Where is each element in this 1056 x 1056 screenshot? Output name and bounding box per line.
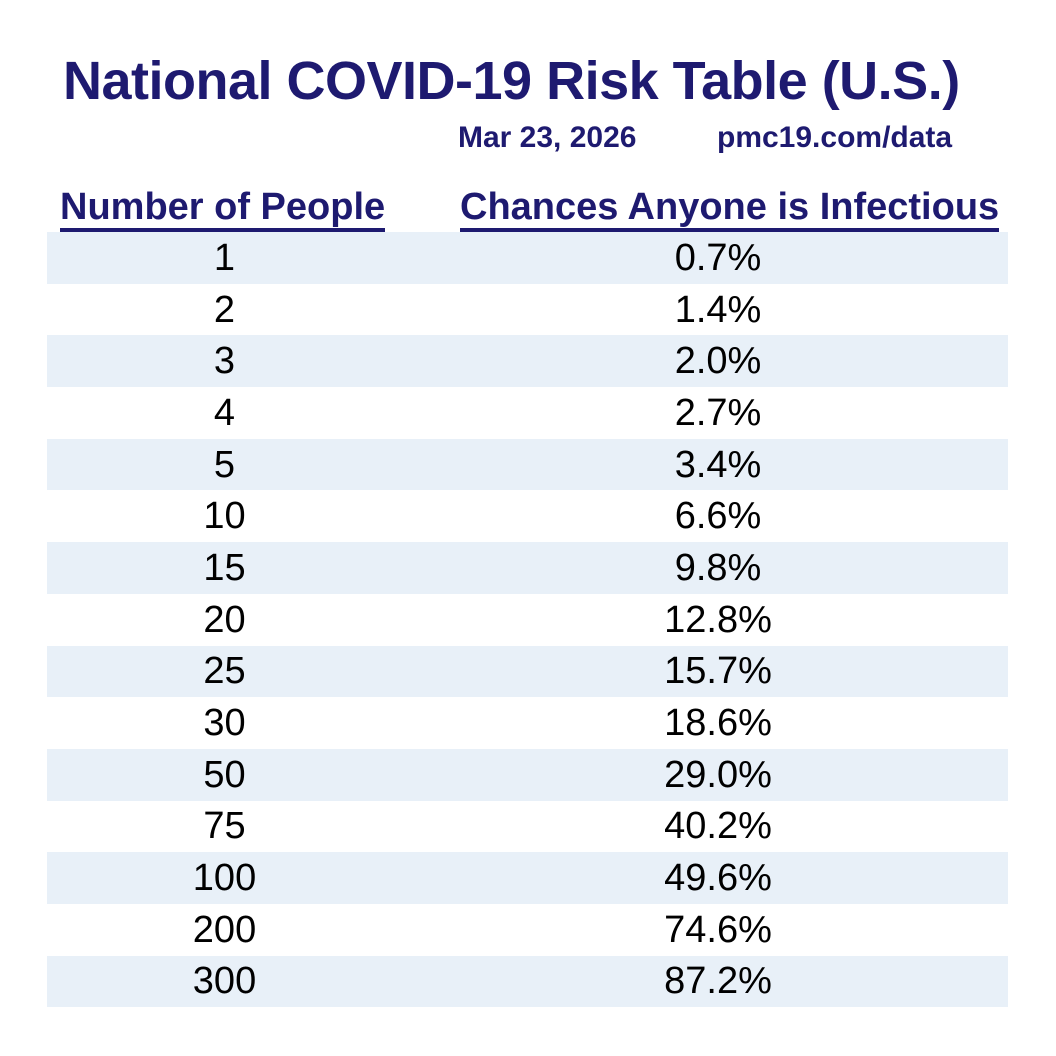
table-row: 10 6.6% [47,490,1008,543]
infection-chance-cell: 2.7% [674,391,762,434]
infection-chance-cell: 1.4% [674,288,762,331]
table-row: 50 29.0% [47,748,1008,801]
people-count-cell: 15 [203,546,246,589]
infection-chance-cell: 18.6% [664,702,772,745]
table-row: 25 15.7% [47,645,1008,698]
infection-chance-cell: 2.0% [674,340,762,383]
people-count-cell: 5 [213,443,236,486]
infection-chance-cell: 29.0% [664,753,772,796]
people-count-cell: 50 [203,753,246,796]
people-count-cell: 300 [192,960,257,1003]
people-count-cell: 100 [192,857,257,900]
table-row: 4 2.7% [47,387,1008,439]
table-row: 30 18.6% [47,697,1008,749]
infection-chance-cell: 12.8% [664,598,772,641]
people-count-cell: 2 [213,288,236,331]
table-row: 15 9.8% [47,542,1008,594]
column-header-chances-infectious: Chances Anyone is Infectious [460,188,1000,232]
column-header-number-of-people: Number of People [60,188,386,232]
date-label: Mar 23, 2026 [458,121,637,154]
infection-chance-cell: 74.6% [664,908,772,951]
infection-chance-cell: 0.7% [674,236,762,279]
people-count-cell: 75 [203,805,246,848]
people-count-cell: 10 [203,495,246,538]
people-count-cell: 25 [203,650,246,693]
table-row: 2 1.4% [47,283,1008,336]
people-count-cell: 30 [203,702,246,745]
infection-chance-cell: 40.2% [664,805,772,848]
people-count-cell: 4 [213,391,236,434]
table-row: 300 87.2% [47,955,1008,1008]
people-count-cell: 200 [192,908,257,951]
table-row: 1 0.7% [47,232,1008,284]
table-row: 5 3.4% [47,438,1008,491]
page-title: National COVID-19 Risk Table (U.S.) [63,51,960,111]
table-row: 20 12.8% [47,593,1008,646]
infection-chance-cell: 49.6% [664,857,772,900]
table-row: 100 49.6% [47,852,1008,904]
people-count-cell: 1 [213,236,236,279]
infection-chance-cell: 3.4% [674,443,762,486]
risk-table-body: 1 0.7% 2 1.4% 3 2.0% 4 2.7% 5 3.4% 10 6.6% 15 9.8% 20 1… [47,232,1008,1008]
source-url-label: pmc19.com/data [717,121,953,154]
people-count-cell: 3 [213,340,236,383]
infection-chance-cell: 87.2% [664,960,772,1003]
table-row: 75 40.2% [47,800,1008,853]
infection-chance-cell: 6.6% [674,495,762,538]
table-row: 200 74.6% [47,903,1008,956]
infection-chance-cell: 9.8% [674,546,762,589]
table-row: 3 2.0% [47,335,1008,388]
infection-chance-cell: 15.7% [664,650,772,693]
people-count-cell: 20 [203,598,246,641]
